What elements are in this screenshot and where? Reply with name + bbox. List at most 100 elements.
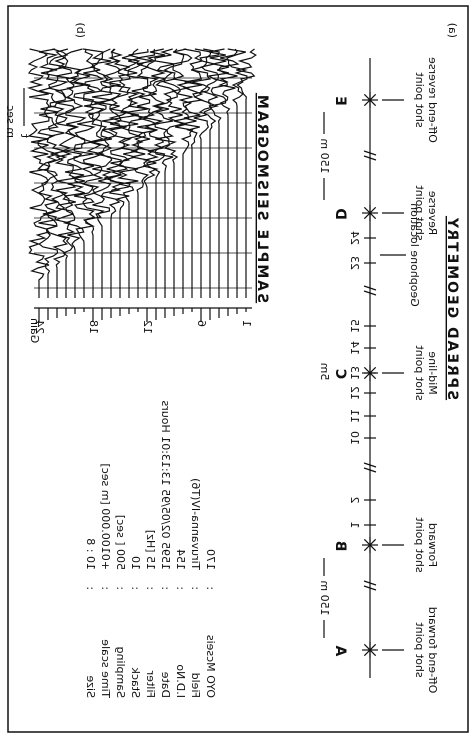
param-colon: : (189, 586, 202, 590)
param-value: 1595 02/05/95 13:13:01 Hours (159, 400, 172, 570)
geophone-label: 2 (348, 497, 361, 504)
param-name: Filter (144, 670, 157, 698)
param-colon: : (84, 586, 97, 590)
distance-label: 150 m (318, 580, 331, 615)
trace-label: 6 (195, 320, 208, 327)
shot-label: Off-end reverse (426, 57, 439, 143)
geophone-label: 1 (348, 522, 361, 529)
panel-title: SAMPLE SEISMOGRAM (254, 93, 270, 303)
param-colon: : (144, 586, 157, 590)
param-value: 154 (174, 549, 187, 570)
param-name: Sampling (114, 647, 127, 699)
geophone-label: 11 (348, 409, 361, 423)
shot-label: shot point (413, 72, 426, 128)
param-colon: : (159, 586, 172, 590)
param-name: Size (84, 675, 97, 698)
trace (82, 48, 105, 298)
gain-label: Gain (28, 318, 41, 343)
trace (72, 48, 96, 298)
trace (107, 48, 132, 298)
shot-label: shot point (413, 622, 426, 678)
geophone-label: 12 (348, 386, 361, 400)
shot-label: Reverse (426, 191, 439, 235)
trace (90, 48, 114, 298)
trace (198, 48, 220, 298)
trace (226, 48, 248, 298)
param-value: +0100.000 [m sec] (99, 463, 112, 570)
trace (144, 48, 166, 298)
trace (154, 48, 178, 298)
geophone-label: 13 (348, 366, 361, 380)
shot-label: shot point (413, 345, 426, 401)
trace (62, 48, 87, 298)
param-colon: : (204, 586, 217, 590)
param-value: 500 [ sec] (114, 515, 127, 570)
distance-label: 5m (318, 363, 331, 381)
trace (116, 48, 142, 298)
time-symbol: t (18, 133, 31, 138)
shot-star (363, 206, 377, 220)
trace-label: 24 (33, 320, 46, 334)
break-mark (363, 580, 377, 586)
trace-label: 1 (240, 320, 253, 327)
param-value: 10 (129, 556, 142, 570)
param-value: Tiruvanna-IV(T6) (189, 478, 202, 571)
param-colon: : (114, 586, 127, 590)
trace (190, 48, 212, 298)
trace-label: 12 (141, 320, 154, 334)
trace (163, 48, 185, 298)
shot-letter: C (332, 367, 348, 379)
param-name: Date (159, 671, 172, 698)
break-mark (363, 585, 377, 591)
param-value: 10 : 8 (84, 538, 97, 570)
trace (46, 48, 70, 298)
shot-label: shot point (413, 185, 426, 241)
shot-letter: D (332, 206, 348, 220)
trace (27, 48, 50, 298)
param-colon: : (129, 586, 142, 590)
distance-label: 150 m (318, 138, 331, 173)
trace (236, 48, 257, 298)
param-name: I.D.No (174, 664, 187, 698)
trace (126, 48, 150, 298)
param-name: Field (189, 673, 202, 698)
shot-label: Forward (426, 523, 439, 567)
panel-label: (b) (74, 22, 87, 38)
panel-title: SPREAD GEOMETRY (444, 216, 460, 400)
param-name: OYO Mcseis (204, 635, 217, 698)
shot-star (363, 93, 377, 107)
time-unit: m sec (4, 105, 17, 138)
shot-label: Mid-line (426, 351, 439, 395)
trace (182, 48, 205, 298)
param-name: Stack (129, 667, 142, 698)
shot-label: Off-end forward (426, 607, 439, 694)
geophone-label: 10 (348, 431, 361, 445)
param-name: Time scale (99, 639, 112, 699)
param-colon: : (99, 586, 112, 590)
trace (171, 48, 194, 298)
param-value: 15 [Hz] (144, 530, 157, 570)
trace (207, 48, 230, 298)
trace-label: 18 (87, 320, 100, 334)
shot-star (363, 643, 377, 657)
geophone-label: 15 (348, 319, 361, 333)
break-mark (363, 285, 377, 291)
geophone-location-label: Geophone location (408, 203, 421, 307)
shot-label: shot point (413, 517, 426, 573)
break-mark (363, 467, 377, 473)
geophone-label: 23 (348, 256, 361, 270)
shot-star (363, 538, 377, 552)
frame (7, 5, 469, 733)
break-mark (363, 155, 377, 161)
break-mark (363, 462, 377, 468)
geophone-label: 24 (348, 231, 361, 245)
shot-letter: B (332, 539, 348, 552)
trace (217, 48, 240, 298)
panel-label: (a) (446, 23, 459, 38)
trace (37, 48, 60, 298)
param-value: 170 (204, 549, 217, 570)
break-mark (363, 150, 377, 156)
